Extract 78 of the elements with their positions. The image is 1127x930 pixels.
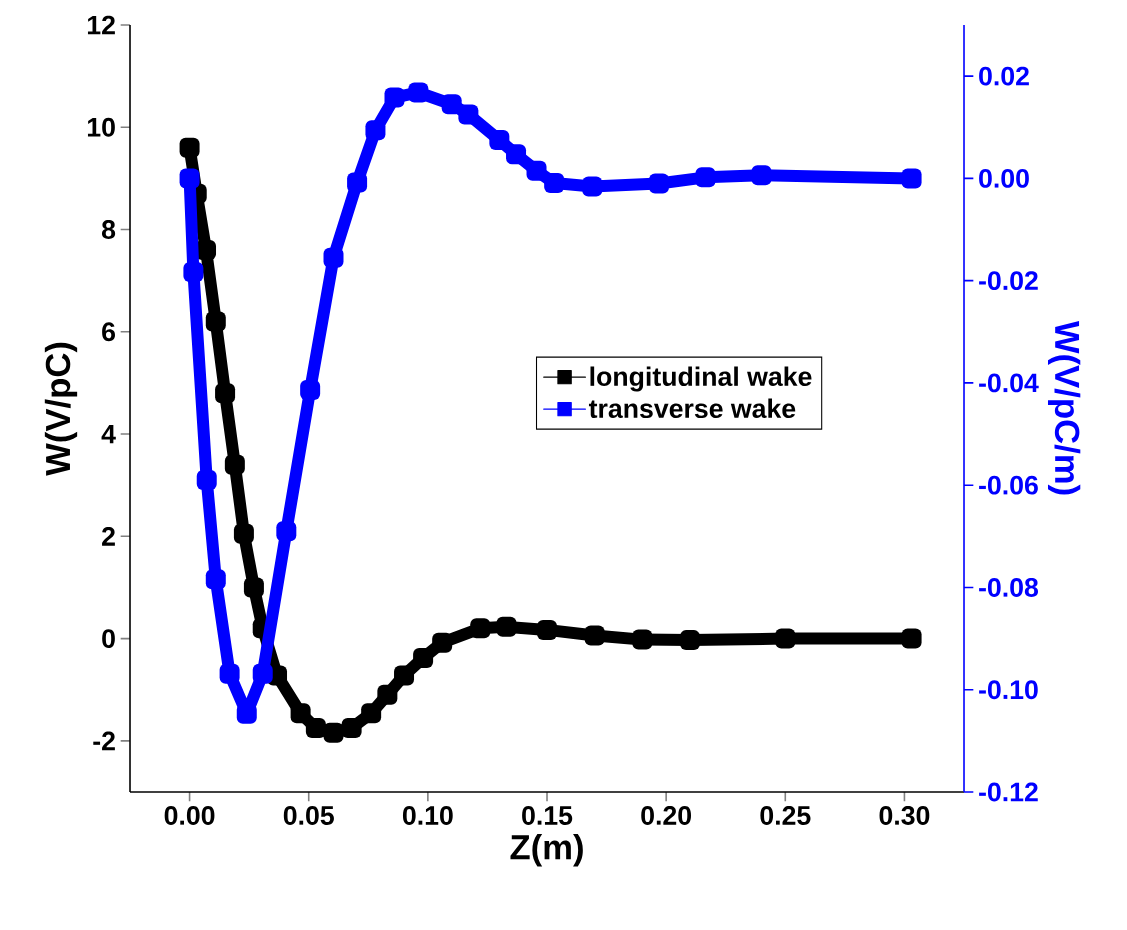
point xyxy=(582,176,603,197)
y-tick-label: 2 xyxy=(102,527,115,546)
y-tick-label: 12 xyxy=(87,15,115,35)
y-tick-label: 4 xyxy=(101,424,116,444)
y-tick-label: 6 xyxy=(102,322,115,342)
y2-tick-label: -0.08 xyxy=(979,578,1039,597)
y2-tick-label: -0.12 xyxy=(979,782,1038,802)
point xyxy=(183,261,204,282)
point xyxy=(441,94,462,115)
point xyxy=(751,165,772,186)
point xyxy=(233,523,254,544)
point xyxy=(267,665,288,686)
point xyxy=(300,380,321,401)
x-tick-label: 0.25 xyxy=(760,806,811,825)
y2-tick-label: -0.02 xyxy=(979,271,1038,291)
y-tick-label: -2 xyxy=(93,731,115,751)
y2-axis-title: W(V/pC/m) xyxy=(1047,320,1081,495)
y-tick-label: 8 xyxy=(101,220,116,239)
point xyxy=(341,718,362,739)
point xyxy=(219,663,240,684)
x-axis-title: Z(m) xyxy=(510,834,583,867)
point xyxy=(901,168,922,189)
point xyxy=(458,104,479,125)
point xyxy=(584,625,605,646)
point xyxy=(205,311,226,332)
point xyxy=(413,648,434,669)
point xyxy=(632,629,653,650)
point xyxy=(179,168,200,189)
y-tick-label: 0 xyxy=(102,629,115,649)
point xyxy=(901,628,922,649)
point xyxy=(384,87,405,108)
point xyxy=(347,172,368,193)
x-tick-label: 0.05 xyxy=(283,806,334,825)
x-tick-label: 0.10 xyxy=(402,806,453,825)
x-tick-label: 0.20 xyxy=(641,806,691,825)
x-tick-label: 0.00 xyxy=(164,806,215,825)
point xyxy=(394,665,415,686)
point xyxy=(408,82,429,103)
point xyxy=(252,663,273,684)
point xyxy=(196,239,217,260)
point xyxy=(544,172,565,193)
y2-tick-label: -0.06 xyxy=(979,475,1038,495)
point xyxy=(305,718,326,739)
y2-tick-label: 0.00 xyxy=(979,168,1029,188)
point xyxy=(489,130,510,151)
point xyxy=(679,630,700,651)
point xyxy=(496,616,517,637)
point xyxy=(432,632,453,653)
y-axis-title: W(V/pC) xyxy=(44,342,78,476)
point xyxy=(323,722,344,743)
point xyxy=(377,684,398,705)
point xyxy=(323,247,344,268)
x-tick-label: 0.30 xyxy=(879,806,930,825)
point xyxy=(470,618,491,639)
point xyxy=(361,703,382,724)
point xyxy=(290,703,311,724)
y2-tick-label: -0.10 xyxy=(979,680,1038,700)
point xyxy=(196,470,217,491)
x-tick-label: 0.15 xyxy=(522,806,573,825)
point xyxy=(649,173,669,194)
point xyxy=(243,577,264,598)
point xyxy=(506,144,527,165)
point xyxy=(179,137,200,158)
legend-label: transverse wake xyxy=(588,398,796,419)
legend-label: longitudinal wake xyxy=(590,366,812,392)
y2-tick-label: 0.02 xyxy=(979,66,1029,86)
point xyxy=(537,619,558,640)
point xyxy=(205,569,226,590)
y-tick-label: 10 xyxy=(87,117,115,137)
point xyxy=(224,454,245,475)
point xyxy=(775,628,796,649)
point xyxy=(276,521,297,542)
y2-tick-label: -0.04 xyxy=(979,373,1039,393)
point xyxy=(365,120,386,141)
point xyxy=(526,160,547,181)
point xyxy=(236,703,257,724)
point xyxy=(215,383,236,404)
point xyxy=(695,167,716,188)
